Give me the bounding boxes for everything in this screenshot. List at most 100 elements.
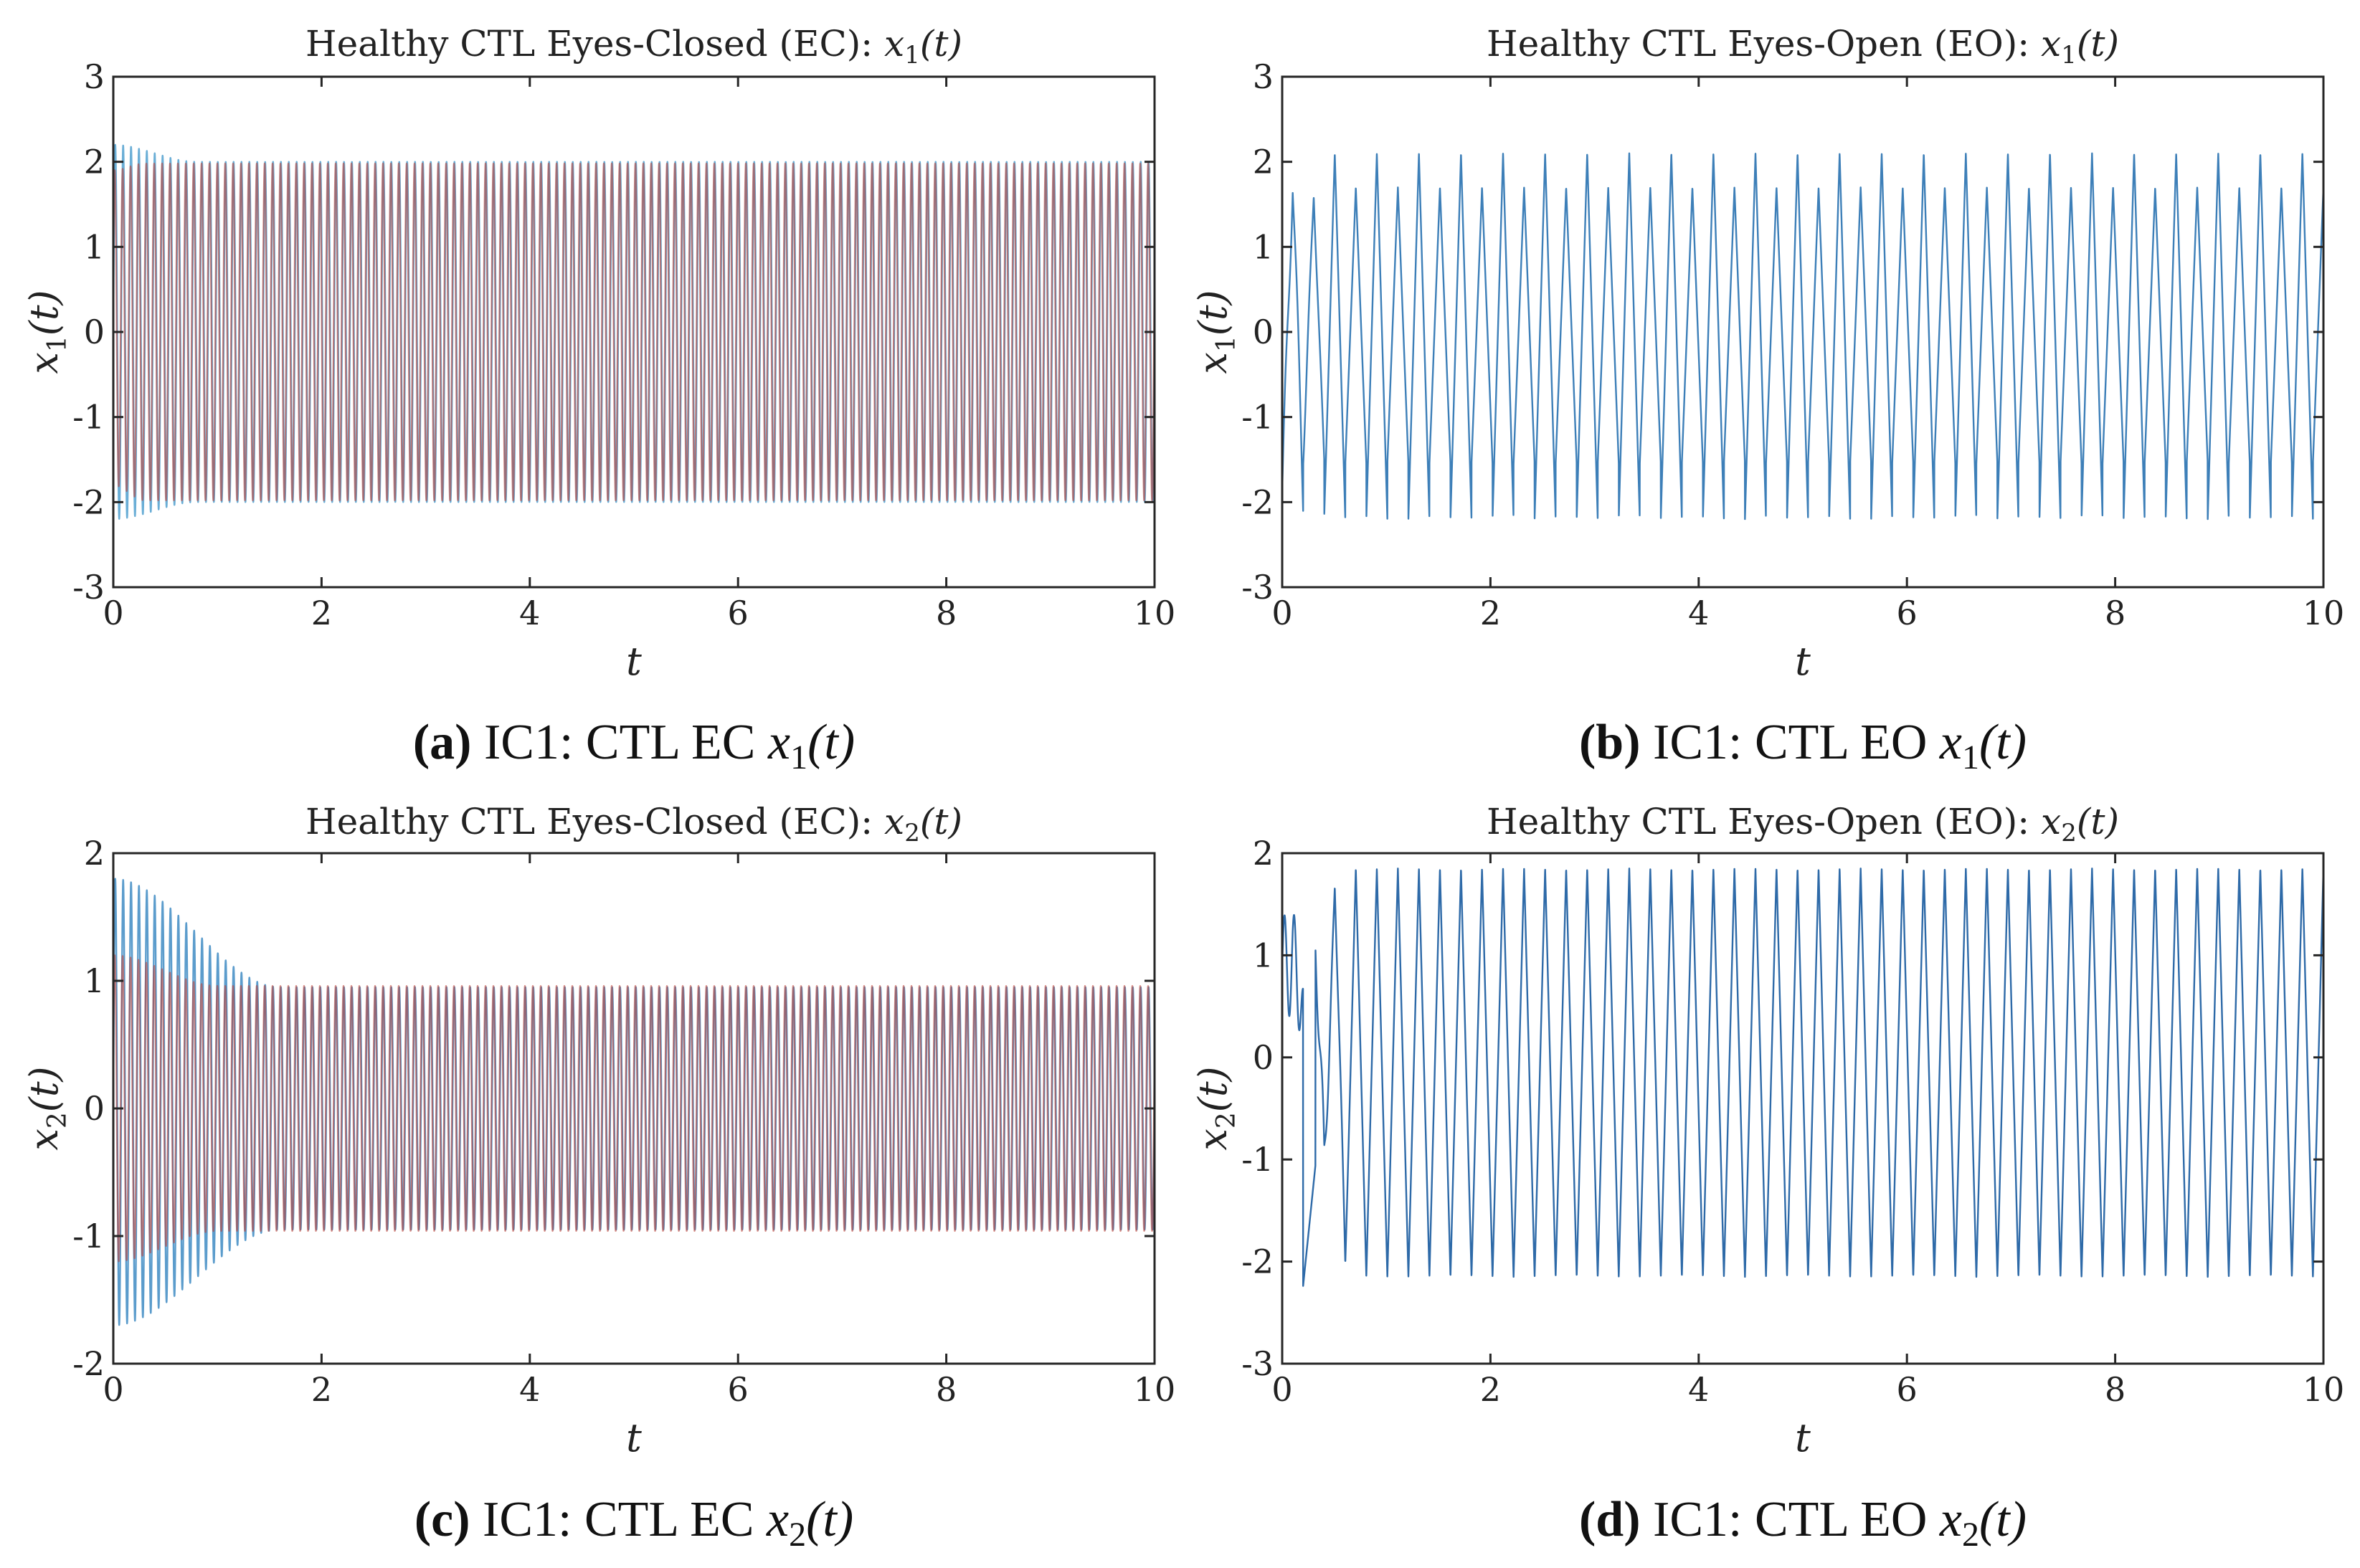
caption-label: (c) [414, 1492, 470, 1547]
series-line-x1-other-runs- [113, 162, 1155, 502]
y-tick-label: -3 [72, 568, 105, 607]
chart-title-text: Healthy CTL Eyes-Closed (EC): [305, 23, 884, 65]
chart-title-text: Healthy CTL Eyes-Open (EO): [1487, 801, 2041, 842]
x-tick-label: 6 [1897, 1370, 1918, 1409]
chart-title-arg: (t) [920, 23, 962, 65]
y-tick-label: 1 [84, 227, 105, 266]
y-tick-label: 2 [84, 143, 105, 181]
caption-label: (b) [1579, 715, 1641, 770]
x-tick-label: 10 [1134, 594, 1176, 632]
y-tick-label: -1 [1241, 398, 1274, 437]
y-tick-label: 2 [1253, 834, 1274, 873]
chart-title-arg: (t) [2077, 23, 2119, 65]
subfigure-caption: (d) IC1: CTL EO x2(t) [1579, 1492, 2027, 1554]
traces [1282, 868, 2323, 1287]
x-tick-label: 6 [728, 1370, 749, 1409]
x-axis-label: t [626, 1415, 642, 1460]
subfigure-caption: (b) IC1: CTL EO x1(t) [1579, 715, 2027, 776]
chart-title-var: x [884, 23, 904, 65]
y-tick-label: 1 [1253, 227, 1274, 266]
y-tick-label: -3 [1241, 568, 1274, 607]
x-tick-label: 8 [2105, 1370, 2126, 1409]
x-tick-label: 6 [1897, 594, 1918, 632]
caption-sub: 2 [789, 1516, 806, 1554]
y-axis-label-sub: 1 [43, 336, 72, 352]
y-axis-label-arg: (t) [22, 290, 67, 336]
y-axis-label-sub: 1 [1212, 336, 1241, 352]
chart-title-text: Healthy CTL Eyes-Closed (EC): [305, 801, 884, 842]
chart-title-sub: 2 [2061, 819, 2077, 847]
y-tick-label: 2 [84, 834, 105, 873]
series-line-x1 [1282, 152, 2323, 521]
caption-arg: (t) [807, 715, 855, 770]
caption-arg: (t) [1979, 715, 2027, 770]
caption-var: x [1939, 715, 1962, 770]
caption-sub: 1 [790, 738, 807, 776]
y-axis-label-arg: (t) [22, 1066, 67, 1112]
caption-text: IC1: CTL EC [471, 715, 768, 770]
chart-title: Healthy CTL Eyes-Closed (EC): x2(t) [305, 801, 962, 847]
chart-title: Healthy CTL Eyes-Open (EO): x2(t) [1487, 801, 2119, 847]
caption-sub: 1 [1962, 738, 1979, 776]
y-tick-label: 1 [1253, 936, 1274, 974]
chart-title-sub: 1 [904, 41, 920, 70]
y-tick-label: 0 [1253, 313, 1274, 351]
x-tick-label: 2 [311, 1370, 332, 1409]
plot-frame [1281, 852, 2325, 1365]
y-axis-label-arg: (t) [1190, 1066, 1236, 1112]
y-tick-label: 1 [84, 961, 105, 1000]
y-axis-label: x1(t) [1190, 290, 1241, 374]
x-tick-label: 4 [519, 594, 540, 632]
chart-title-var: x [2041, 23, 2061, 65]
y-axis-label: x2(t) [1190, 1066, 1241, 1150]
x-tick-label: 0 [103, 1370, 123, 1409]
y-axis-label-var: x [1190, 1129, 1236, 1150]
y-axis-label-sub: 2 [1212, 1112, 1241, 1129]
y-axis-label-var: x [22, 352, 67, 374]
x-tick-label: 8 [936, 1370, 957, 1409]
y-axis-label-var: x [1190, 352, 1236, 374]
y-tick-label: 2 [1253, 143, 1274, 181]
caption-label: (d) [1579, 1492, 1641, 1547]
y-tick-label: 0 [1253, 1038, 1274, 1077]
caption-var: x [1939, 1492, 1962, 1547]
chart-title-sub: 1 [2061, 41, 2077, 70]
x-tick-label: 2 [1480, 594, 1501, 632]
chart-a: Healthy CTL Eyes-Closed (EC): x1(t)0 2 4 6 8… [22, 23, 1175, 776]
y-tick-label: -2 [72, 1344, 105, 1383]
chart-title-sub: 2 [904, 819, 920, 847]
y-tick-label: 0 [84, 313, 105, 351]
y-tick-label: -1 [1241, 1140, 1274, 1179]
caption-var: x [766, 1492, 789, 1547]
x-axis-label: t [1795, 639, 1811, 684]
subfigure-caption: (a) IC1: CTL EC x1(t) [413, 715, 855, 776]
y-tick-label: -2 [72, 483, 105, 521]
series-line-x2 [1282, 868, 2323, 1287]
y-tick-label: -1 [72, 398, 105, 437]
subfigure-caption: (c) IC1: CTL EC x2(t) [414, 1492, 853, 1554]
x-tick-label: 4 [519, 1370, 540, 1409]
chart-title-var: x [2041, 801, 2061, 842]
y-tick-label: -2 [1241, 1242, 1274, 1281]
x-axis-label: t [1795, 1415, 1811, 1460]
x-tick-label: 0 [1271, 594, 1292, 632]
chart-title: Healthy CTL Eyes-Closed (EC): x1(t) [305, 23, 962, 70]
series-line-x2-other-runs- [113, 954, 1155, 1263]
chart-title-arg: (t) [2077, 801, 2119, 842]
caption-sub: 2 [1962, 1516, 1979, 1554]
x-tick-label: 4 [1688, 1370, 1709, 1409]
x-tick-label: 8 [936, 594, 957, 632]
x-tick-label: 6 [728, 594, 749, 632]
caption-arg: (t) [1979, 1492, 2027, 1547]
x-tick-label: 2 [1480, 1370, 1501, 1409]
y-axis-label-arg: (t) [1190, 290, 1236, 336]
x-tick-label: 10 [2303, 1370, 2345, 1409]
caption-label: (a) [413, 715, 472, 770]
x-tick-label: 10 [2303, 594, 2345, 632]
caption-text: IC1: CTL EC [470, 1492, 767, 1547]
y-tick-label: -3 [1241, 1344, 1274, 1383]
y-axis-label: x1(t) [22, 290, 72, 374]
traces [113, 143, 1155, 520]
y-tick-label: 0 [84, 1089, 105, 1128]
x-tick-label: 0 [1271, 1370, 1292, 1409]
